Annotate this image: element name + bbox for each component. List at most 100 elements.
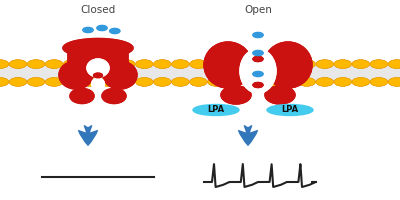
Circle shape xyxy=(118,78,135,86)
Circle shape xyxy=(63,60,81,68)
Circle shape xyxy=(262,60,279,68)
Circle shape xyxy=(208,60,225,68)
Circle shape xyxy=(97,25,107,31)
Ellipse shape xyxy=(221,86,251,104)
Circle shape xyxy=(352,78,370,86)
Circle shape xyxy=(63,60,81,68)
Circle shape xyxy=(0,78,9,86)
Circle shape xyxy=(45,60,63,68)
Circle shape xyxy=(253,71,263,77)
Ellipse shape xyxy=(87,59,109,77)
Circle shape xyxy=(226,60,243,68)
Circle shape xyxy=(100,60,117,68)
Ellipse shape xyxy=(265,86,295,104)
Circle shape xyxy=(82,60,99,68)
Circle shape xyxy=(244,78,261,86)
Circle shape xyxy=(298,78,316,86)
Ellipse shape xyxy=(70,88,94,104)
Circle shape xyxy=(118,60,135,68)
Ellipse shape xyxy=(63,38,133,58)
Circle shape xyxy=(190,60,207,68)
Ellipse shape xyxy=(204,42,252,88)
Text: Open: Open xyxy=(244,5,272,15)
Circle shape xyxy=(298,78,316,86)
Circle shape xyxy=(190,78,207,86)
Ellipse shape xyxy=(253,56,263,62)
Circle shape xyxy=(280,60,298,68)
Circle shape xyxy=(118,78,135,86)
Ellipse shape xyxy=(92,78,104,90)
Ellipse shape xyxy=(265,86,295,104)
Ellipse shape xyxy=(102,88,126,104)
FancyBboxPatch shape xyxy=(68,46,128,67)
Circle shape xyxy=(100,78,117,86)
Ellipse shape xyxy=(94,73,102,78)
Circle shape xyxy=(118,60,135,68)
Circle shape xyxy=(244,60,261,68)
Ellipse shape xyxy=(70,88,94,104)
Circle shape xyxy=(154,78,171,86)
Ellipse shape xyxy=(264,42,312,88)
Ellipse shape xyxy=(253,56,263,62)
Circle shape xyxy=(190,60,207,68)
Circle shape xyxy=(334,78,352,86)
Circle shape xyxy=(100,60,117,68)
Circle shape xyxy=(262,78,279,86)
Circle shape xyxy=(253,32,263,38)
Circle shape xyxy=(63,78,81,86)
Circle shape xyxy=(45,78,63,86)
Circle shape xyxy=(208,78,225,86)
Ellipse shape xyxy=(253,83,263,88)
Circle shape xyxy=(82,78,99,86)
Ellipse shape xyxy=(87,59,109,77)
Ellipse shape xyxy=(193,104,239,116)
Circle shape xyxy=(172,60,189,68)
Circle shape xyxy=(226,78,243,86)
Circle shape xyxy=(154,78,171,86)
Circle shape xyxy=(334,60,352,68)
Circle shape xyxy=(244,78,261,86)
Circle shape xyxy=(154,60,171,68)
Circle shape xyxy=(316,60,334,68)
Ellipse shape xyxy=(221,86,251,104)
Circle shape xyxy=(253,50,263,56)
Circle shape xyxy=(45,60,63,68)
Circle shape xyxy=(0,78,9,86)
Circle shape xyxy=(172,78,189,86)
Circle shape xyxy=(100,78,117,86)
Circle shape xyxy=(262,78,279,86)
Circle shape xyxy=(280,78,298,86)
Circle shape xyxy=(226,60,243,68)
Circle shape xyxy=(244,60,261,68)
Circle shape xyxy=(298,60,316,68)
Circle shape xyxy=(208,78,225,86)
Circle shape xyxy=(334,60,352,68)
Circle shape xyxy=(370,78,388,86)
Circle shape xyxy=(136,60,153,68)
Circle shape xyxy=(352,60,370,68)
Bar xyxy=(0,65,400,81)
Ellipse shape xyxy=(94,73,102,78)
Circle shape xyxy=(27,60,45,68)
Ellipse shape xyxy=(92,78,104,90)
Ellipse shape xyxy=(59,61,93,89)
Circle shape xyxy=(0,60,9,68)
Text: Closed: Closed xyxy=(80,5,116,15)
Circle shape xyxy=(45,78,63,86)
Circle shape xyxy=(63,78,81,86)
Circle shape xyxy=(388,60,400,68)
Circle shape xyxy=(154,60,171,68)
Circle shape xyxy=(136,78,153,86)
Circle shape xyxy=(316,78,334,86)
Circle shape xyxy=(27,60,45,68)
Circle shape xyxy=(27,78,45,86)
Ellipse shape xyxy=(253,83,263,88)
Circle shape xyxy=(316,60,334,68)
Circle shape xyxy=(370,78,388,86)
Ellipse shape xyxy=(204,42,252,88)
Circle shape xyxy=(9,78,27,86)
Circle shape xyxy=(27,78,45,86)
Text: LPA: LPA xyxy=(282,106,298,114)
Ellipse shape xyxy=(240,49,276,93)
Circle shape xyxy=(0,60,9,68)
